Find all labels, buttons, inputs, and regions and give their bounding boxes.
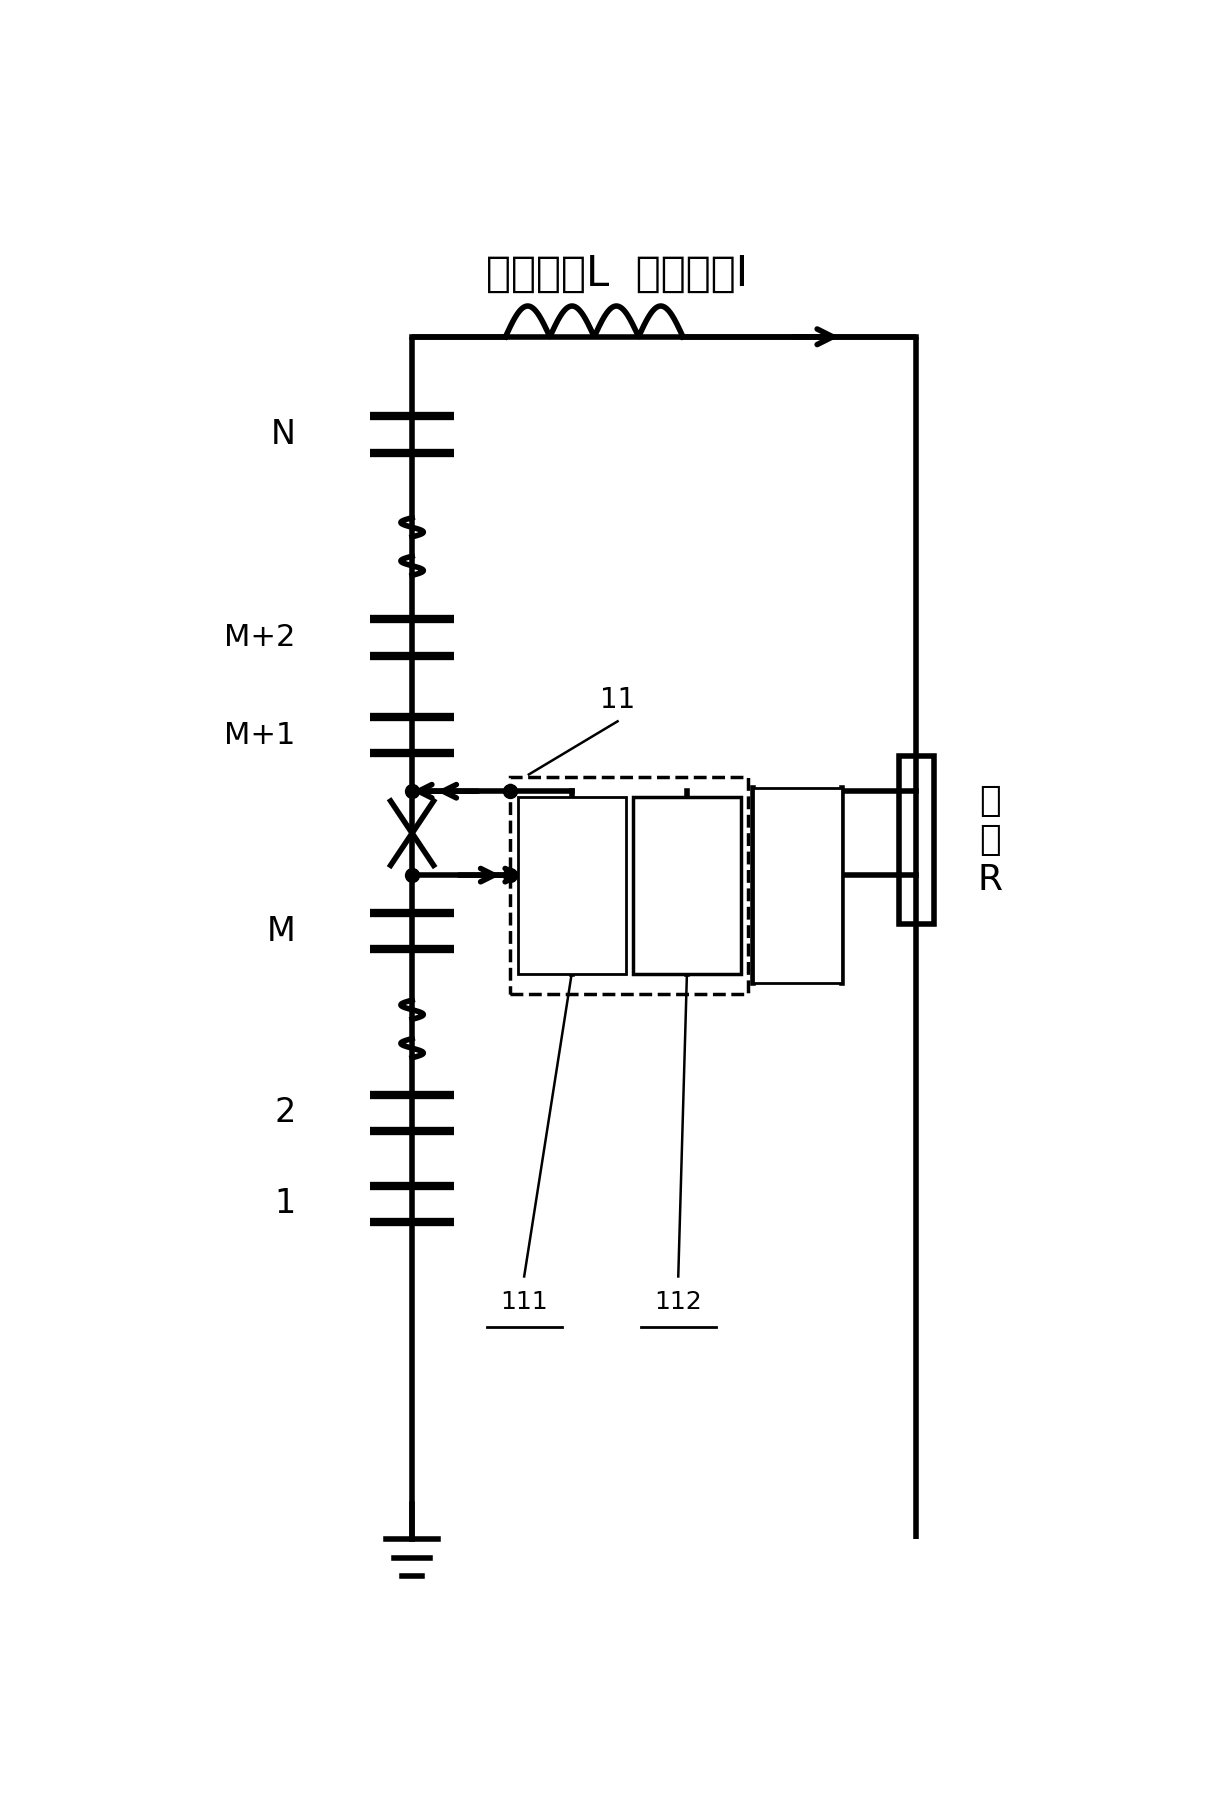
- Bar: [633, 797, 741, 975]
- Text: M+1: M+1: [224, 721, 295, 750]
- Bar: [753, 788, 841, 982]
- Text: 112: 112: [654, 1289, 703, 1313]
- Text: 负
载
R: 负 载 R: [977, 785, 1003, 897]
- Text: 111: 111: [500, 1289, 548, 1313]
- Text: N: N: [270, 418, 295, 450]
- Text: 控制器: 控制器: [668, 875, 706, 895]
- Text: 寄生电感L  放电电流I: 寄生电感L 放电电流I: [487, 252, 748, 294]
- Text: 11: 11: [600, 686, 635, 714]
- Text: M+2: M+2: [224, 623, 295, 652]
- Text: M: M: [266, 915, 295, 948]
- Text: 其它
电路: 其它 电路: [786, 864, 809, 906]
- Text: 开关管: 开关管: [553, 875, 590, 895]
- Bar: [518, 797, 625, 975]
- Bar: [510, 777, 748, 993]
- Bar: [899, 755, 934, 924]
- Text: 2: 2: [274, 1097, 295, 1130]
- Text: 1: 1: [274, 1188, 295, 1220]
